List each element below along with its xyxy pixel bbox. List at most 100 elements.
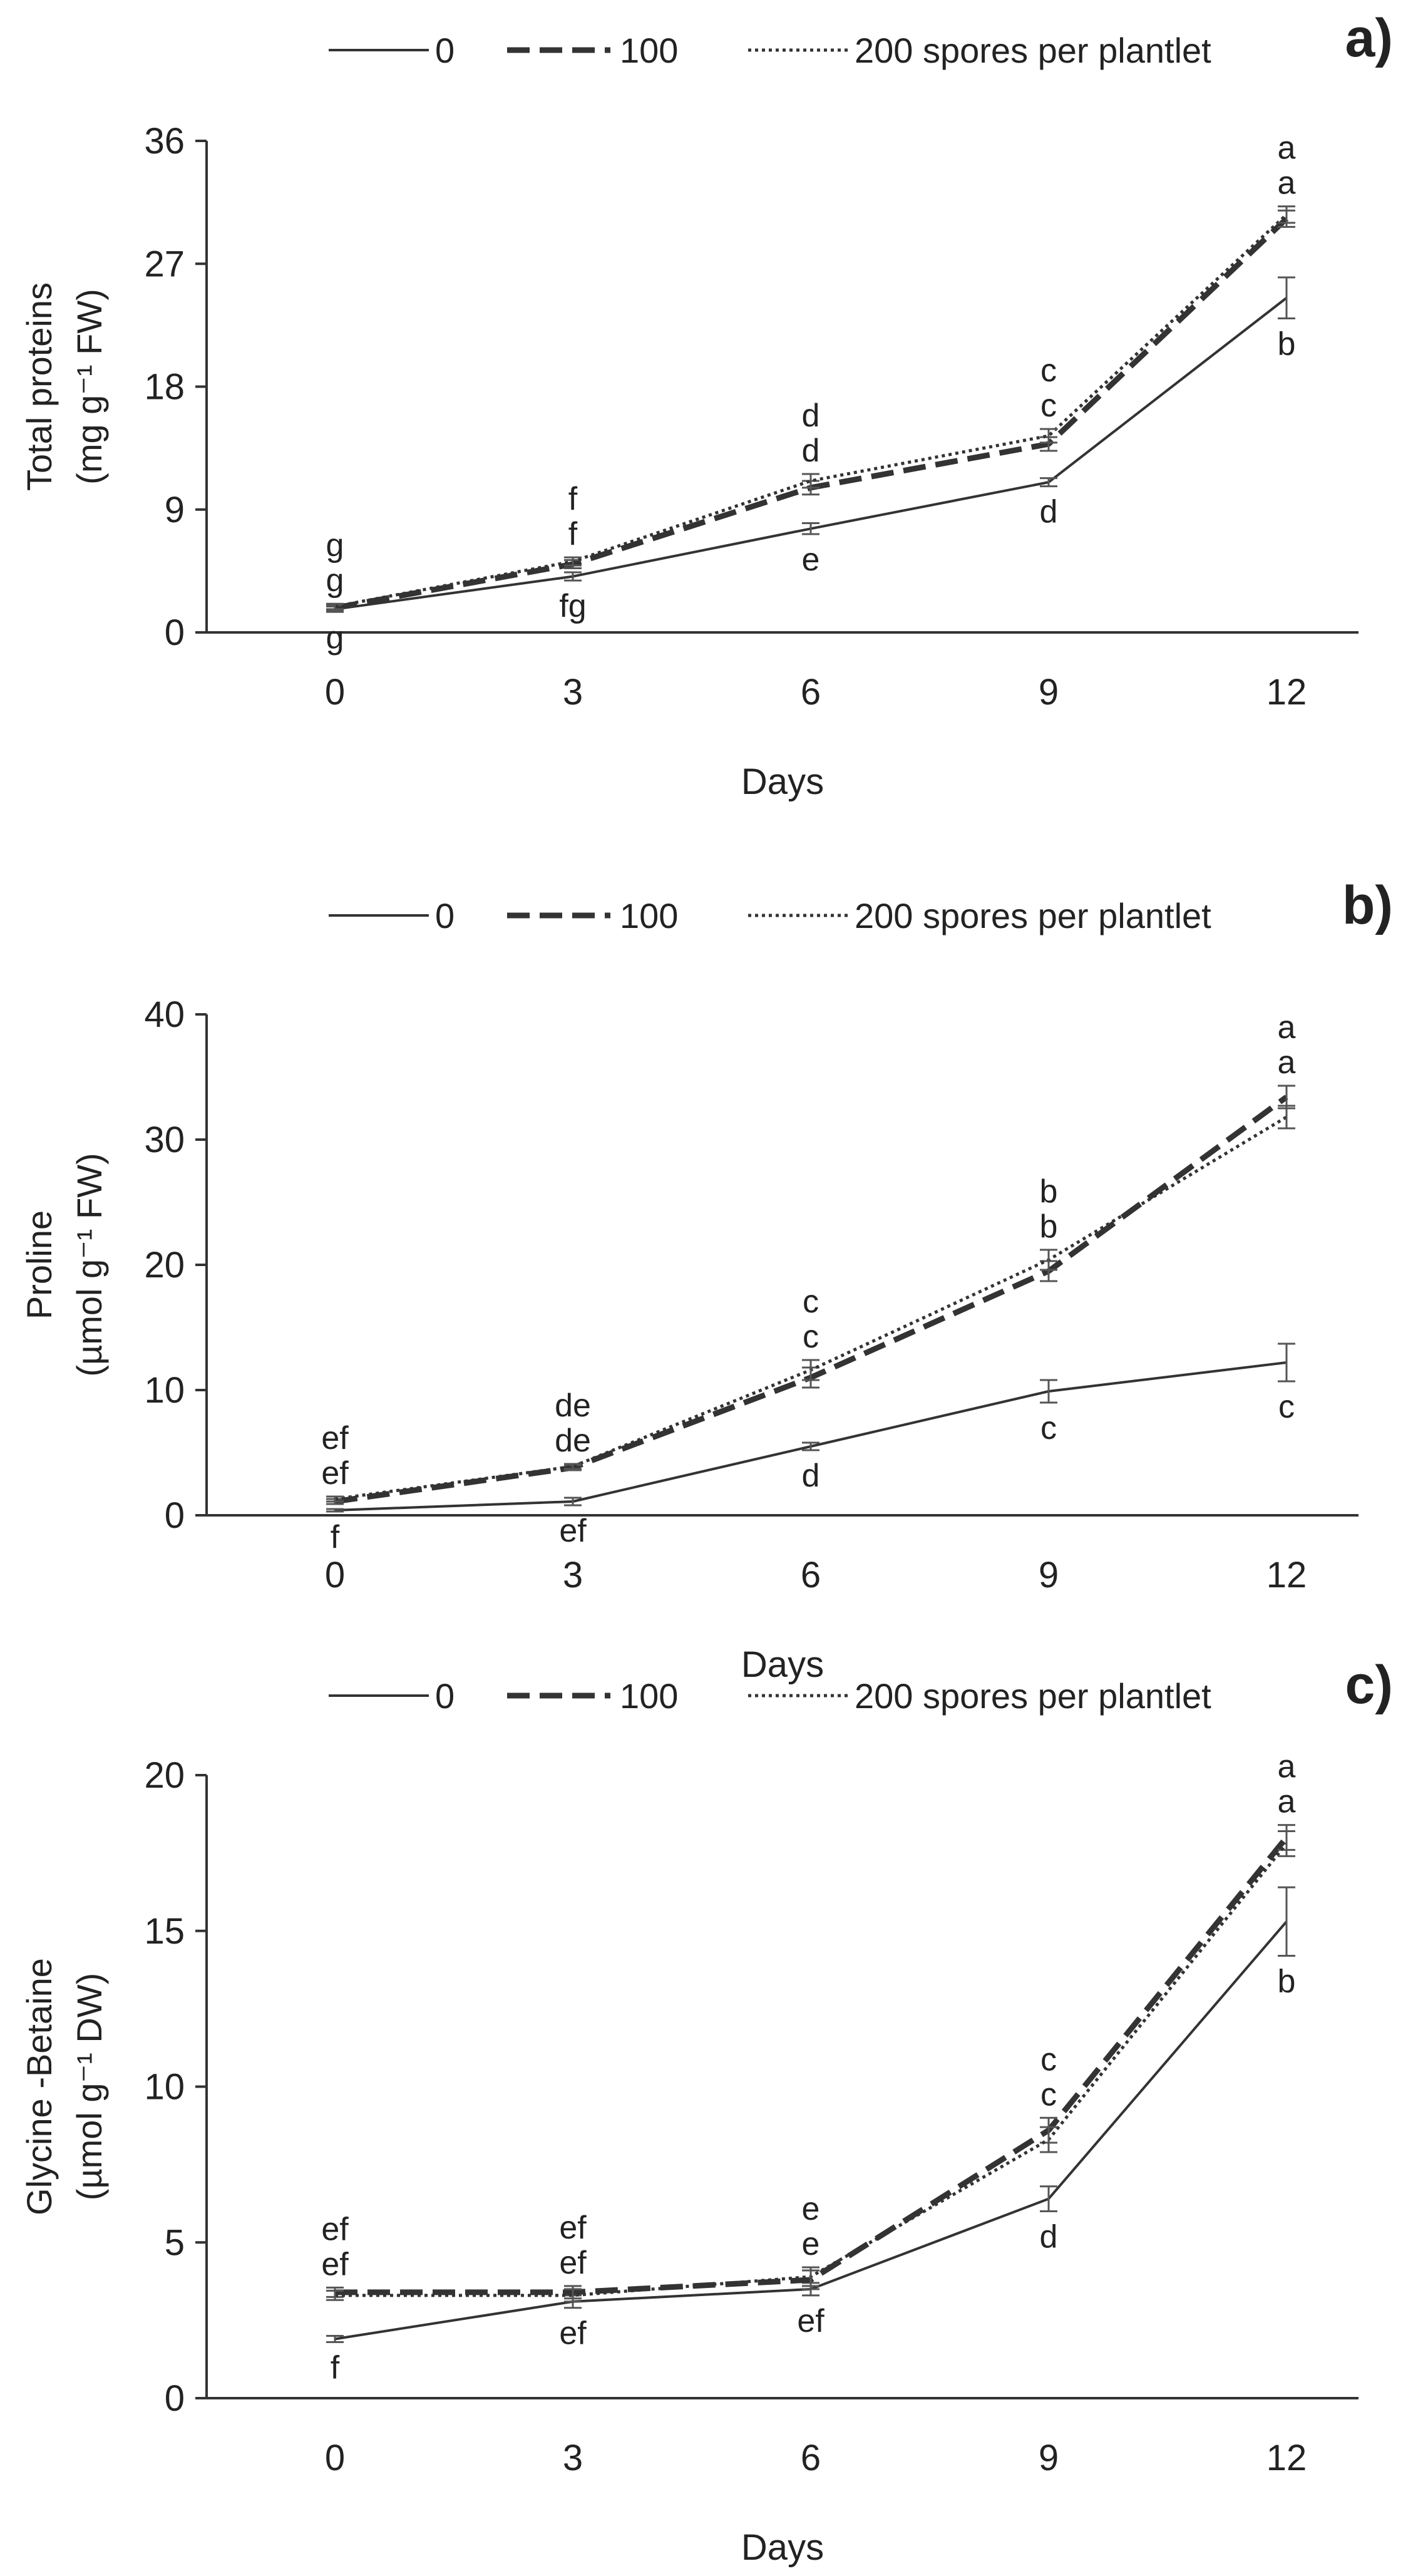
- y-tick-label: 18: [144, 367, 185, 408]
- y-axis-title: Proline: [19, 1210, 59, 1319]
- significance-letter: a: [1278, 1749, 1296, 1785]
- legend-label: 200 spores per plantlet: [855, 896, 1211, 935]
- y-tick-label: 10: [144, 1370, 185, 1411]
- x-tick-label: 9: [1039, 1555, 1059, 1595]
- significance-letter: ef: [559, 1513, 587, 1549]
- legend: 0 100 200 spores per plantlet: [329, 31, 1211, 70]
- significance-letter: g: [326, 562, 344, 599]
- y-axis-unit: (mg g⁻¹ FW): [69, 289, 109, 485]
- x-tick-label: 12: [1266, 672, 1307, 713]
- significance-letter: ef: [321, 1455, 349, 1492]
- significance-letter: e: [802, 542, 820, 578]
- significance-letter: a: [1278, 165, 1296, 202]
- significance-letter: ef: [321, 2246, 349, 2282]
- significance-letter: a: [1278, 130, 1296, 167]
- x-tick-label: 9: [1039, 2438, 1059, 2478]
- y-tick-label: 27: [144, 244, 185, 284]
- y-axis-unit: (µmol g⁻¹ DW): [69, 1973, 109, 2201]
- significance-letter: c: [1040, 2041, 1057, 2078]
- x-tick-label: 6: [801, 1555, 821, 1595]
- y-tick-label: 36: [144, 121, 185, 162]
- series-line-dotted: [334, 213, 1288, 609]
- legend-label: 0: [435, 896, 455, 935]
- y-axis-title: Total proteins: [19, 282, 59, 491]
- significance-letter: fg: [559, 588, 586, 624]
- significance-letter: f: [568, 481, 578, 517]
- significance-letter: d: [802, 398, 820, 434]
- significance-letter: b: [1278, 1964, 1296, 2000]
- x-tick-label: 3: [563, 2438, 583, 2478]
- panel-label: a): [1345, 8, 1393, 68]
- significance-letter: ef: [559, 2316, 587, 2352]
- significance-letter: a: [1278, 1009, 1296, 1046]
- y-axis-title: Glycine -Betaine: [19, 1958, 59, 2215]
- x-axis-title: Days: [741, 761, 824, 802]
- significance-letter: c: [1040, 2076, 1057, 2113]
- y-tick-label: 20: [144, 1755, 185, 1796]
- y-tick-label: 30: [144, 1120, 185, 1160]
- significance-letter: f: [568, 516, 578, 552]
- significance-letter: e: [802, 2226, 820, 2262]
- significance-letter: ef: [559, 2245, 587, 2281]
- x-tick-label: 0: [325, 2438, 345, 2478]
- significance-letter: c: [1040, 353, 1057, 389]
- significance-letter: e: [802, 2191, 820, 2227]
- x-tick-label: 3: [563, 1555, 583, 1595]
- significance-letter: d: [802, 1458, 820, 1494]
- significance-letter: a: [1278, 1044, 1296, 1081]
- x-tick-label: 12: [1266, 1555, 1307, 1595]
- y-tick-label: 20: [144, 1245, 185, 1285]
- significance-letter: ef: [559, 2210, 587, 2246]
- significance-letter: a: [1278, 1784, 1296, 1820]
- y-tick-label: 15: [144, 1911, 185, 1952]
- x-tick-label: 0: [325, 1555, 345, 1595]
- legend-label: 100: [620, 31, 678, 70]
- significance-letter: de: [555, 1388, 591, 1424]
- legend-label: 100: [620, 896, 678, 935]
- significance-letter: ef: [797, 2303, 824, 2339]
- significance-letter: b: [1040, 1173, 1058, 1210]
- y-tick-label: 0: [165, 2378, 185, 2419]
- significance-letter: c: [1278, 1389, 1295, 1425]
- significance-letter: c: [803, 1319, 819, 1355]
- x-axis-title: Days: [741, 1644, 824, 1685]
- significance-letter: de: [555, 1423, 591, 1459]
- panel-label: b): [1342, 875, 1393, 935]
- significance-letter: g: [326, 527, 344, 564]
- x-axis-title: Days: [741, 2527, 824, 2568]
- significance-letter: f: [331, 1519, 340, 1555]
- legend-label: 100: [620, 1676, 678, 1716]
- legend: 0 100 200 spores per plantlet: [329, 1676, 1211, 1716]
- significance-letter: b: [1040, 1208, 1058, 1245]
- chart-panel-3: 0 100 200 spores per plantlet c) 0 5 10 15 20 0 3 6…: [19, 1655, 1393, 2568]
- x-tick-label: 0: [325, 672, 345, 713]
- x-tick-label: 3: [563, 672, 583, 713]
- significance-letter: c: [803, 1284, 819, 1320]
- x-tick-label: 9: [1039, 672, 1059, 713]
- x-tick-label: 12: [1266, 2438, 1307, 2478]
- significance-letter: ef: [321, 1420, 349, 1456]
- significance-letter: b: [1278, 326, 1296, 362]
- x-tick-label: 6: [801, 672, 821, 713]
- significance-letter: f: [331, 2349, 340, 2386]
- y-axis-unit: (µmol g⁻¹ FW): [69, 1153, 109, 1376]
- y-tick-label: 0: [165, 1495, 185, 1536]
- y-tick-label: 40: [144, 994, 185, 1035]
- y-tick-label: 0: [165, 612, 185, 653]
- chart-panel-2: 0 100 200 spores per plantlet b) 0 10 20 30 40 0 3…: [19, 875, 1393, 1685]
- legend-label: 200 spores per plantlet: [855, 31, 1211, 70]
- significance-letter: c: [1040, 1410, 1057, 1446]
- panel-label: c): [1345, 1655, 1393, 1715]
- significance-letter: g: [326, 619, 344, 656]
- legend-label: 200 spores per plantlet: [855, 1676, 1211, 1716]
- significance-letter: d: [1040, 494, 1058, 530]
- x-tick-label: 6: [801, 2438, 821, 2478]
- legend: 0 100 200 spores per plantlet: [329, 896, 1211, 935]
- significance-letter: c: [1040, 388, 1057, 424]
- significance-letter: d: [1040, 2219, 1058, 2255]
- y-tick-label: 10: [144, 2067, 185, 2108]
- significance-letter: ef: [321, 2211, 349, 2247]
- y-tick-label: 5: [165, 2222, 185, 2263]
- y-tick-label: 9: [165, 490, 185, 530]
